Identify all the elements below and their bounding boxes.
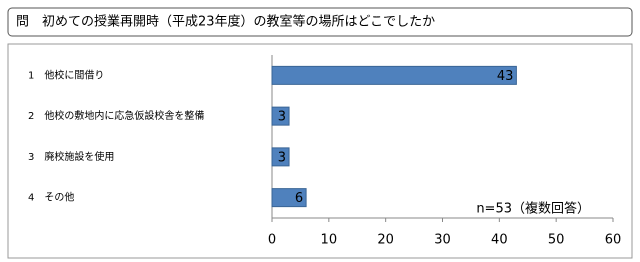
x-tick-label: 50 [548,233,565,248]
y-tick-label: 4 その他 [28,191,74,204]
bar [271,65,517,85]
y-tick-label: 1 他校に間借り [28,68,104,81]
title-box [7,7,633,37]
value-label: 3 [278,110,286,125]
x-tick-label: 40 [491,233,508,248]
y-tick-label: 2 他校の敷地内に応急仮設校舎を整備 [28,109,204,122]
bar [271,106,290,126]
bar [271,188,307,208]
value-label: 3 [278,150,286,165]
value-label: 43 [497,69,514,84]
chart-title: 問 初めての授業再開時（平成23年度）の教室等の場所はどこでしたか [16,14,435,30]
bar [271,147,290,167]
y-tick-label: 3 廃校施設を使用 [28,150,114,163]
x-tick-label: 60 [605,233,622,248]
value-label: 6 [295,191,303,206]
x-tick-label: 0 [268,233,276,248]
annotation: n=53（複数回答） [476,201,590,217]
x-tick-label: 30 [434,233,451,248]
x-tick-label: 10 [321,233,338,248]
x-tick-label: 20 [377,233,394,248]
